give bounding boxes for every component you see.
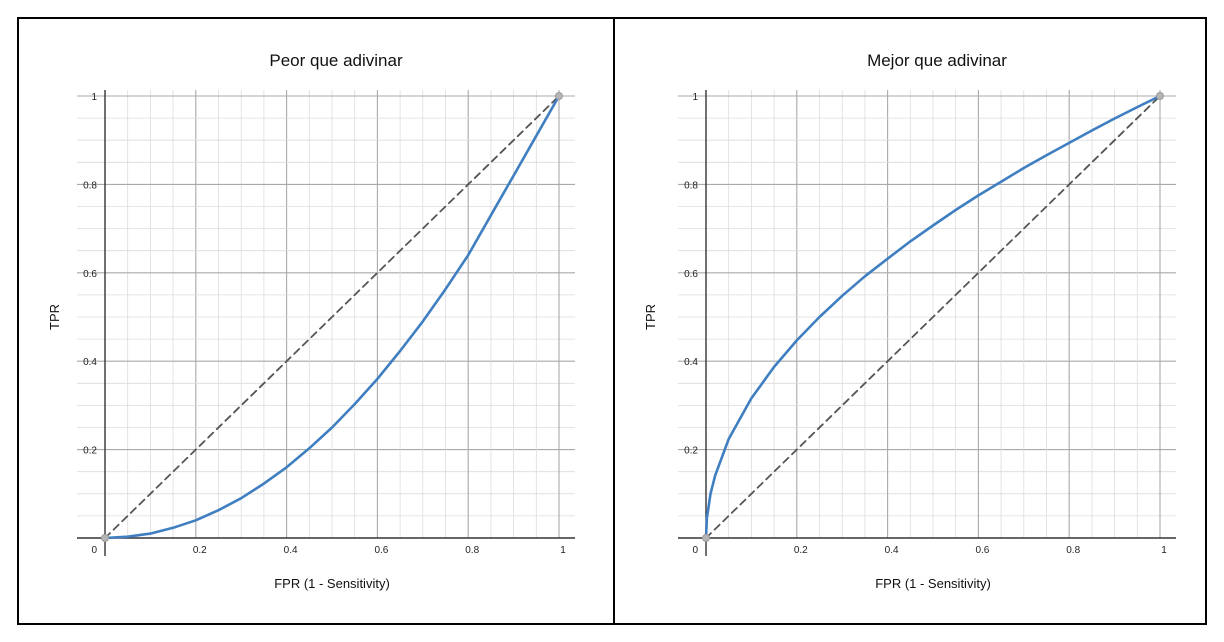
- roc-chart-mejor: 0 0.2 0.4 0.6 0.8 1 0.2 0.4 0.6 0.8 1 Mejor que adi…: [643, 51, 1176, 591]
- x-tick-label: 0.6: [374, 545, 388, 556]
- x-tick-label: 1: [1161, 545, 1167, 556]
- x-tick-label: 1: [560, 545, 566, 556]
- roc-chart-peor: 0 0.2 0.4 0.6 0.8 1 0.2 0.4 0.6 0.8 1 Peor que adiv…: [47, 51, 575, 591]
- y-tick-label: 1: [91, 92, 97, 103]
- x-tick-label: 0.8: [1066, 545, 1080, 556]
- y-tick-label: 0.6: [83, 269, 97, 280]
- chart-panel-mejor: 0 0.2 0.4 0.6 0.8 1 0.2 0.4 0.6 0.8 1 Mejor que adi…: [613, 17, 1207, 625]
- x-tick-label: 0: [692, 545, 698, 556]
- y-tick-label: 0.4: [684, 357, 698, 368]
- y-tick-label: 0.2: [83, 446, 97, 457]
- endpoint-marker: [1156, 92, 1164, 100]
- endpoint-marker: [702, 534, 710, 542]
- x-axis-label: FPR (1 - Sensitivity): [875, 576, 991, 591]
- y-tick-label: 0.8: [83, 180, 97, 191]
- x-tick-label: 0.2: [193, 545, 207, 556]
- y-tick-label: 1: [692, 92, 698, 103]
- x-tick-label: 0.4: [284, 545, 298, 556]
- chart-title: Peor que adivinar: [269, 51, 403, 70]
- y-tick-label: 0.6: [684, 269, 698, 280]
- y-axis-label: TPR: [47, 304, 62, 330]
- diagonal-reference-line: [104, 95, 560, 539]
- diagonal-reference-line: [705, 95, 1161, 539]
- grid: [77, 90, 575, 538]
- chart-title: Mejor que adivinar: [867, 51, 1007, 70]
- y-tick-label: 0.2: [684, 446, 698, 457]
- y-tick-label: 0.8: [684, 180, 698, 191]
- x-tick-label: 0.2: [794, 545, 808, 556]
- endpoint-marker: [101, 534, 109, 542]
- x-tick-label: 0.4: [885, 545, 899, 556]
- x-axis-label: FPR (1 - Sensitivity): [274, 576, 390, 591]
- y-axis-label: TPR: [643, 304, 658, 330]
- chart-panel-peor: 0 0.2 0.4 0.6 0.8 1 0.2 0.4 0.6 0.8 1 Peor que adiv…: [17, 17, 615, 625]
- endpoint-marker: [555, 92, 563, 100]
- roc-curve: [103, 94, 561, 540]
- x-tick-label: 0: [91, 545, 97, 556]
- y-tick-label: 0.4: [83, 357, 97, 368]
- x-tick-label: 0.8: [465, 545, 479, 556]
- roc-curve: [704, 94, 1162, 540]
- grid: [678, 90, 1176, 538]
- x-tick-label: 0.6: [975, 545, 989, 556]
